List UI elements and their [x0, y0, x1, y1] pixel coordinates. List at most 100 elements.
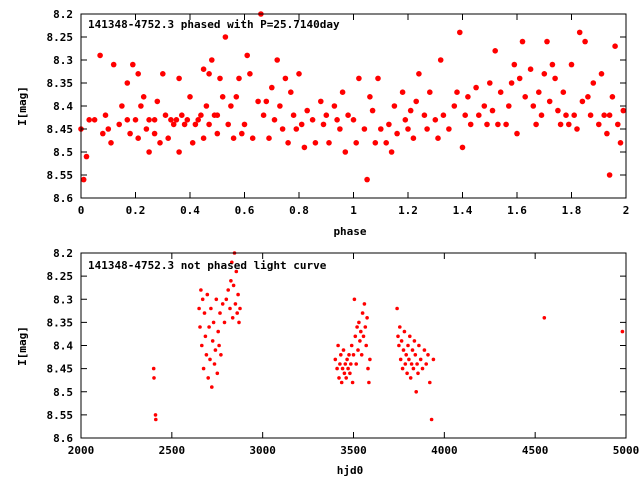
data-point	[220, 302, 225, 306]
data-point	[363, 325, 368, 329]
data-point	[124, 117, 131, 123]
data-point	[571, 112, 577, 118]
data-point	[397, 343, 401, 348]
data-point	[542, 316, 547, 320]
data-point	[334, 117, 340, 123]
data-point	[230, 260, 234, 265]
data-point	[277, 103, 283, 109]
data-point	[170, 121, 177, 128]
x-tick-label: 1.2	[398, 204, 418, 217]
data-point	[238, 306, 242, 311]
data-point	[165, 135, 171, 141]
y-tick-label: 8.6	[53, 432, 73, 445]
data-point	[519, 38, 526, 45]
data-point	[511, 61, 518, 68]
data-point	[582, 38, 588, 45]
x-tick-label: 0.4	[180, 204, 200, 217]
data-point	[601, 112, 607, 118]
data-point	[331, 103, 338, 109]
data-point	[617, 140, 624, 146]
data-point	[282, 75, 289, 82]
data-point	[214, 112, 221, 118]
data-point	[422, 348, 427, 352]
data-point	[233, 302, 238, 306]
data-point	[609, 94, 616, 100]
x-tick-label: 0.2	[126, 204, 146, 217]
y-tick-label: 8.45	[47, 363, 74, 376]
data-point	[271, 117, 278, 123]
x-axis-label: hjd0	[337, 464, 364, 477]
tick-marks	[80, 13, 627, 199]
data-point	[249, 135, 256, 141]
data-point	[396, 334, 400, 339]
data-point	[354, 362, 359, 366]
data-point	[347, 353, 351, 357]
data-point	[304, 107, 311, 114]
data-point	[409, 362, 414, 366]
data-point	[151, 130, 158, 137]
data-point	[206, 121, 212, 128]
y-tick-labels: 8.2 8.25 8.3 8.35 8.4 8.45 8.5 8.55 8.6	[47, 247, 74, 445]
data-point	[429, 417, 434, 422]
data-point	[424, 126, 430, 132]
y-tick-label: 8.25	[47, 31, 74, 44]
data-point	[192, 121, 199, 128]
data-point	[414, 390, 419, 394]
data-point	[309, 117, 316, 123]
data-point	[533, 121, 539, 128]
data-point	[484, 121, 490, 128]
data-point	[127, 130, 133, 137]
data-point	[503, 121, 509, 128]
data-point	[400, 366, 405, 371]
data-point	[239, 130, 245, 137]
x-tick-label: 2500	[159, 444, 186, 457]
data-point	[200, 66, 207, 72]
data-point	[339, 380, 344, 385]
data-point	[157, 140, 163, 146]
data-point	[91, 117, 98, 123]
data-point	[350, 380, 355, 385]
x-axis-label: phase	[333, 225, 366, 238]
data-point	[215, 371, 220, 376]
x-tick-label: 5000	[613, 444, 640, 457]
data-point	[318, 98, 324, 105]
data-point	[224, 297, 229, 302]
data-point	[360, 311, 365, 315]
data-point	[427, 89, 433, 95]
data-point	[116, 121, 122, 128]
data-point	[544, 38, 550, 45]
x-tick-label: 2000	[68, 444, 95, 457]
data-point	[146, 149, 152, 155]
data-point	[579, 98, 586, 105]
data-point	[421, 112, 428, 118]
data-point	[219, 94, 226, 100]
data-point	[266, 135, 272, 141]
data-point	[146, 117, 152, 123]
tick-marks	[80, 252, 627, 439]
data-point	[152, 376, 156, 380]
data-point	[336, 343, 340, 348]
data-point	[217, 343, 221, 348]
data-point	[206, 71, 212, 77]
data-point	[378, 126, 384, 132]
data-point	[404, 353, 409, 357]
y-tick-label: 8.55	[47, 409, 74, 422]
data-point	[415, 362, 419, 366]
data-point	[365, 316, 369, 320]
data-point	[216, 329, 220, 334]
chart-title: 141348-4752.3 phased with P=25.7140day	[88, 18, 340, 31]
y-tick-label: 8.35	[47, 77, 74, 90]
data-point	[201, 366, 206, 371]
data-point	[337, 126, 343, 132]
data-point	[226, 288, 230, 292]
data-point	[225, 121, 231, 128]
data-point	[413, 98, 420, 105]
x-tick-label: 4000	[431, 444, 458, 457]
y-tick-label: 8.4	[53, 340, 73, 353]
y-tick-label: 8.35	[47, 316, 74, 329]
data-point	[576, 29, 583, 36]
data-point	[162, 112, 169, 118]
data-point	[398, 325, 402, 329]
data-point	[342, 149, 349, 155]
data-point	[323, 112, 330, 118]
